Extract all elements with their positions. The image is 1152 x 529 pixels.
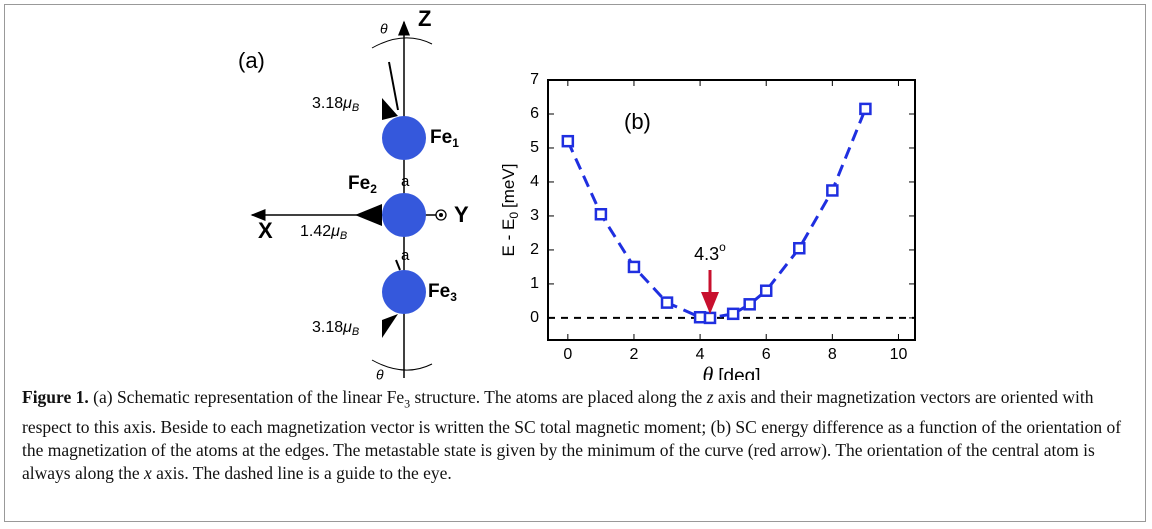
moment-arrow — [388, 61, 399, 111]
angle-arc — [371, 359, 433, 371]
x-tick-label: 4 — [696, 346, 705, 363]
annotation-arrowhead — [701, 292, 720, 314]
x-axis-unit: [deg] — [718, 366, 760, 380]
annotation: 4.3o — [694, 240, 726, 264]
angle-label: θ — [376, 367, 384, 380]
figure: (a) Z X Y Fe1 Fe2 Fe3 a a 3.18μB 1.42μB … — [238, 6, 916, 380]
y-axis-label: E - E0 [meV] — [499, 164, 521, 257]
y-axis-dot — [439, 213, 443, 217]
y-axis-unit: [meV] — [499, 164, 518, 208]
caption-run: z — [706, 387, 714, 407]
y-tick-label: 7 — [530, 71, 539, 88]
caption-run: axis. The dashed line is a guide to the … — [151, 462, 452, 483]
data-point — [826, 184, 839, 197]
moment-arrowhead — [355, 204, 382, 226]
atom-label: Fe3 — [428, 281, 457, 304]
data-line — [566, 108, 867, 320]
data-point — [859, 102, 872, 116]
plot-frame — [547, 79, 916, 341]
panel-label: (b) — [624, 109, 651, 134]
caption-run: (a) Schematic representation of the line… — [88, 387, 405, 407]
moment-label: 3.18μB — [312, 319, 359, 338]
annotation-text: 4.3 — [694, 244, 719, 264]
y-tick-label: 6 — [530, 105, 539, 122]
data-point — [660, 296, 674, 309]
moment-arrowhead — [382, 98, 398, 120]
data-point — [627, 260, 641, 274]
spacing-label: a — [401, 247, 410, 264]
atom-label: Fe2 — [348, 173, 377, 196]
panel-label: (a) — [238, 48, 265, 73]
spacing-label: a — [401, 173, 410, 190]
x-tick-label: 6 — [762, 346, 771, 363]
caption: Figure 1. (a) Schematic representation o… — [22, 386, 1134, 485]
data-point — [743, 298, 756, 311]
atom — [382, 270, 426, 314]
atom-label: Fe1 — [430, 127, 459, 150]
y-tick-label: 2 — [530, 241, 539, 258]
data-point — [594, 207, 608, 221]
data-point — [561, 134, 575, 148]
y-tick-label: 0 — [530, 309, 539, 326]
caption-run: x — [143, 462, 152, 483]
diagram: (a) Z X Y Fe1 Fe2 Fe3 a a 3.18μB 1.42μB … — [238, 6, 469, 380]
x-axis-label: θ [deg] — [702, 362, 760, 380]
caption-run: structure. The atoms are placed along th… — [410, 387, 707, 407]
atom — [382, 193, 426, 237]
x-tick-label: 8 — [828, 346, 837, 363]
y-tick-label: 1 — [530, 275, 539, 292]
y-tick-label: 4 — [530, 173, 539, 190]
y-axis-text: E - E — [499, 219, 518, 257]
moment-arrowhead — [382, 314, 398, 338]
axis-label: X — [258, 218, 273, 243]
x-axis-symbol: θ — [702, 362, 713, 380]
x-tick-label: 0 — [563, 346, 572, 363]
atom — [382, 116, 426, 160]
annotation-sup: o — [719, 240, 726, 254]
y-tick-label: 3 — [530, 207, 539, 224]
caption-run: Figure 1. — [22, 387, 89, 407]
y-axis-sub: 0 — [507, 212, 521, 219]
axis-label: Z — [418, 6, 431, 31]
angle-label: θ — [380, 21, 388, 37]
data-point — [703, 311, 717, 325]
caption-run: axis and their magnetization vectors are… — [22, 387, 1122, 483]
figure-frame — [4, 4, 1146, 522]
axis-label: Y — [454, 202, 469, 227]
y-tick-label: 5 — [530, 139, 539, 156]
moment-label: 1.42μB — [300, 223, 347, 242]
caption-run: 3 — [404, 396, 411, 411]
data-point — [793, 241, 806, 255]
moment-arrow — [395, 259, 401, 271]
x-tick-label: 2 — [630, 346, 639, 363]
data-point — [726, 307, 740, 321]
moment-label: 3.18μB — [312, 95, 359, 114]
x-tick-label: 10 — [890, 346, 908, 363]
data-point — [759, 284, 773, 297]
data-point — [693, 310, 707, 324]
angle-arc — [371, 37, 433, 49]
